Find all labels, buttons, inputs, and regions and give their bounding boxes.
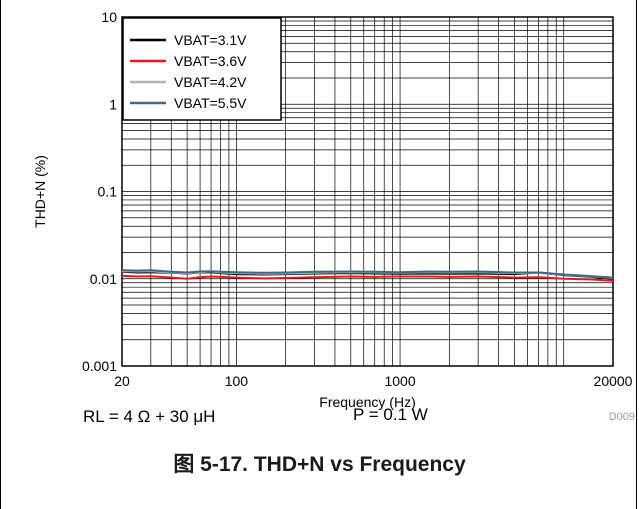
tick-labels: 20 100 1000 20000 0.001 0.01 0.1 1 10 [82,9,633,389]
series-line-2 [121,274,614,282]
y-tick-label: 0.001 [82,358,117,374]
series-lines [121,269,614,282]
figure-id: D009 [609,411,635,423]
figure-caption: 图 5-17. THD+N vs Frequency [173,453,466,476]
thdn-chart: 20 100 1000 20000 0.001 0.01 0.1 1 10 Frequency … [32,9,635,423]
power-condition: P = 0.1 W [353,405,428,424]
x-axis-label: Frequency (Hz) [319,394,415,410]
legend-label: VBAT=4.2V [174,74,247,90]
plot-border [121,16,614,367]
legend: VBAT=3.1V VBAT=3.6V VBAT=4.2V VBAT=5.5V [122,17,282,121]
y-tick-label: 10 [101,9,117,25]
load-condition: RL = 4 Ω + 30 μH [83,407,216,426]
x-tick-label: 20000 [594,373,633,389]
x-tick-label: 100 [225,373,249,389]
legend-label: VBAT=3.6V [174,53,247,69]
legend-label: VBAT=3.1V [174,32,247,48]
series-line-4 [121,269,614,279]
y-tick-label: 1 [109,96,117,112]
y-tick-label: 0.1 [98,184,118,200]
legend-label: VBAT=5.5V [174,95,247,111]
x-tick-label: 1000 [384,373,415,389]
y-axis-label: THD+N (%) [32,155,48,228]
y-tick-label: 0.01 [90,271,117,287]
x-tick-label: 20 [114,373,130,389]
